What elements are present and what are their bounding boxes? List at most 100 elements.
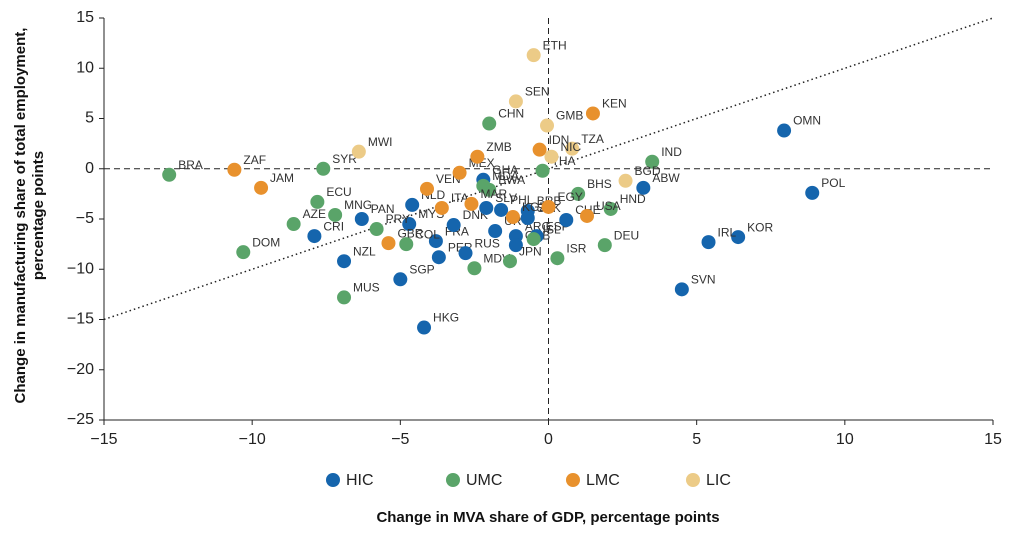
point-label: HKG (433, 311, 459, 325)
point (470, 149, 485, 164)
point (337, 290, 352, 305)
point-label: PAN (371, 202, 395, 216)
point-label: IRL (718, 225, 737, 239)
legend-label: LIC (706, 472, 731, 489)
point-label: PRY (386, 212, 410, 226)
point-label: DEU (614, 228, 639, 242)
point (502, 254, 517, 269)
point-label: SYR (332, 152, 357, 166)
point (464, 196, 479, 211)
y-label-box: Change in manufacturing share of total e… (12, 27, 47, 404)
point-label: USA (596, 199, 621, 213)
point-label: GMB (556, 109, 583, 123)
point (508, 238, 523, 253)
x-tick-label: −10 (239, 431, 266, 448)
point-label: TZA (581, 132, 604, 146)
point-label: MDA (492, 169, 519, 183)
point (431, 250, 446, 265)
point (307, 229, 322, 244)
point-label: OMN (793, 114, 821, 128)
y-tick-label: −20 (67, 361, 94, 378)
legend-marker (566, 473, 580, 487)
point-label: MUS (353, 281, 380, 295)
point (369, 222, 384, 237)
point-label: BGD (635, 164, 661, 178)
x-tick-label: −15 (90, 431, 117, 448)
point (618, 173, 633, 188)
point (354, 212, 369, 226)
point (508, 94, 523, 109)
point (494, 202, 509, 217)
point-label: KOR (747, 220, 773, 234)
point (544, 149, 559, 164)
point (777, 123, 792, 138)
point-label: ECU (326, 185, 351, 199)
legend-label: UMC (466, 472, 502, 489)
point-label: IDN (549, 133, 570, 147)
legend-marker (686, 473, 700, 487)
point-label: ISL (543, 222, 561, 236)
point (526, 48, 541, 63)
point (393, 272, 408, 287)
point-label: ITA (451, 191, 469, 205)
point-label: POL (821, 176, 845, 190)
y-axis-label: Change in manufacturing share of total e… (12, 27, 47, 404)
y-tick-label: 10 (76, 59, 94, 76)
point (467, 261, 482, 276)
point (254, 180, 269, 195)
point (550, 251, 565, 266)
point-label: NIC (560, 140, 581, 154)
point (532, 142, 547, 157)
point (597, 238, 612, 253)
point-label: SLV (495, 191, 517, 205)
point (452, 165, 467, 180)
point (446, 218, 461, 233)
point (405, 197, 420, 212)
point (636, 180, 651, 195)
y-tick-label: 5 (85, 110, 94, 127)
point-label: BHS (587, 177, 612, 191)
point (428, 234, 443, 249)
point (162, 167, 177, 182)
point (701, 235, 716, 250)
y-tick-label: −10 (67, 260, 94, 277)
y-tick-label: −25 (67, 411, 94, 428)
point-label: BRA (178, 158, 203, 172)
point-label: CRI (323, 219, 344, 233)
x-tick-label: −5 (391, 431, 409, 448)
point (540, 118, 555, 133)
point (399, 237, 414, 252)
x-axis-label: Change in MVA share of GDP, percentage p… (376, 509, 719, 526)
legend-marker (326, 473, 340, 487)
point (541, 199, 556, 214)
point-label: JPN (519, 244, 542, 258)
point-label: MNG (344, 198, 372, 212)
point (520, 210, 535, 225)
point-label: DOM (252, 235, 280, 249)
y-tick-label: 15 (76, 9, 94, 26)
point (505, 209, 520, 224)
point (476, 178, 491, 193)
point-label: EGY (558, 190, 583, 204)
point-label: ETH (543, 38, 567, 52)
point-label: GBR (397, 226, 423, 240)
x-tick-label: 5 (692, 431, 701, 448)
point (328, 207, 343, 222)
point (458, 246, 473, 261)
point-label: MWI (368, 135, 393, 149)
point-label: SGP (409, 262, 434, 276)
point (434, 200, 449, 215)
legend-label: LMC (586, 472, 620, 489)
point-label: KEN (602, 97, 627, 111)
point (236, 245, 251, 260)
point-label: IND (661, 145, 682, 159)
y-tick-label: −15 (67, 311, 94, 328)
y-tick-label: 0 (85, 160, 94, 177)
point-label: AZE (303, 207, 326, 221)
point (310, 194, 325, 209)
x-tick-label: 10 (836, 431, 854, 448)
point-label: MAR (480, 187, 507, 201)
point-label: JAM (270, 171, 294, 185)
